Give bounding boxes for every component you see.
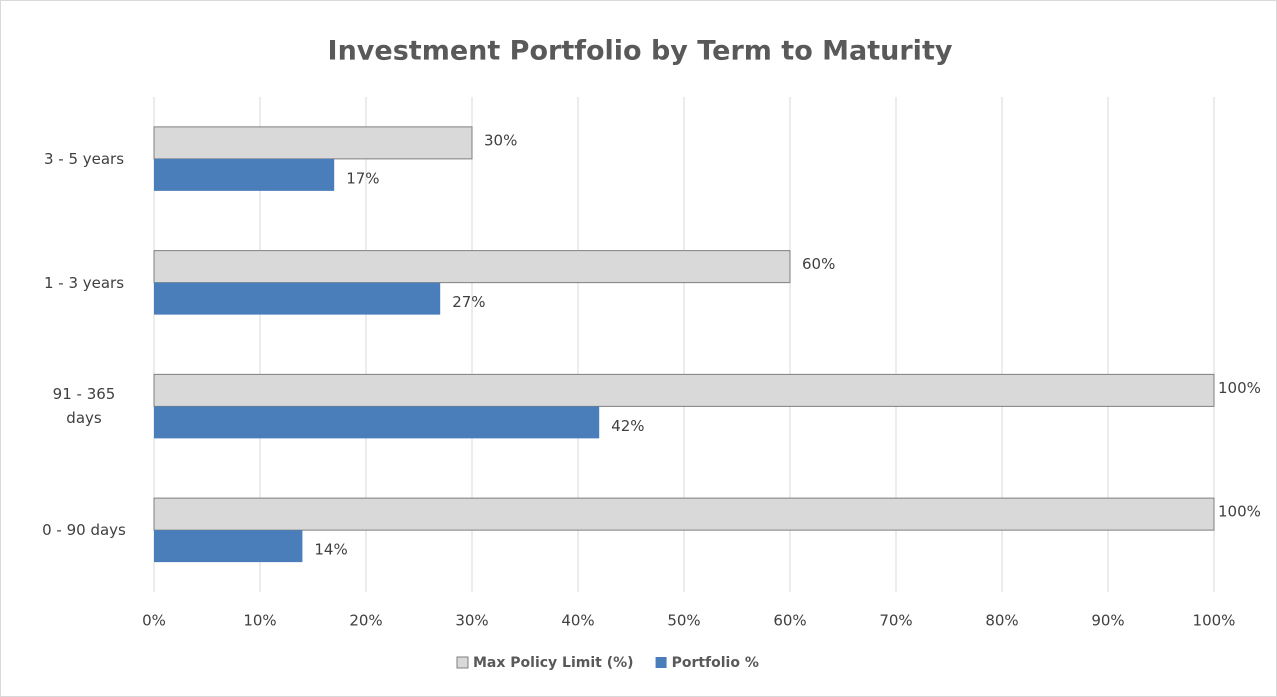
x-tick-label: 90% (1091, 612, 1124, 630)
chart-title: Investment Portfolio by Term to Maturity (328, 36, 953, 67)
data-label: 100% (1218, 379, 1261, 397)
x-tick-label: 0% (142, 612, 166, 630)
legend-label: Max Policy Limit (%) (473, 655, 634, 671)
data-label: 30% (484, 131, 517, 149)
legend-label: Portfolio % (672, 655, 759, 671)
bar (154, 406, 600, 439)
y-tick-label: 91 - 365 days (52, 385, 116, 428)
legend-swatch (655, 657, 667, 668)
x-tick-label: 20% (349, 612, 382, 630)
data-label: 27% (452, 293, 485, 311)
bar (154, 282, 441, 315)
y-tick-label: 1 - 3 years (43, 273, 125, 292)
bar (154, 158, 335, 191)
data-label: 100% (1218, 503, 1261, 521)
y-tick-label: 0 - 90 days (42, 521, 126, 540)
data-label: 17% (346, 169, 379, 187)
legend-swatch (456, 656, 469, 669)
data-label: 60% (802, 255, 835, 273)
x-tick-label: 100% (1193, 612, 1236, 630)
x-tick-label: 30% (455, 612, 488, 630)
x-tick-label: 40% (561, 612, 594, 630)
data-label: 42% (611, 417, 644, 435)
x-tick-label: 60% (773, 612, 806, 630)
x-tick-label: 70% (879, 612, 912, 630)
x-tick-label: 10% (243, 612, 276, 630)
y-tick-label: 3 - 5 years (43, 149, 125, 168)
bar (153, 373, 1215, 407)
data-label: 14% (314, 541, 347, 559)
x-tick-label: 50% (667, 612, 700, 630)
bar (153, 126, 473, 160)
bar (153, 250, 791, 284)
bar (153, 497, 1215, 531)
x-tick-label: 80% (985, 612, 1018, 630)
bar (154, 530, 303, 563)
